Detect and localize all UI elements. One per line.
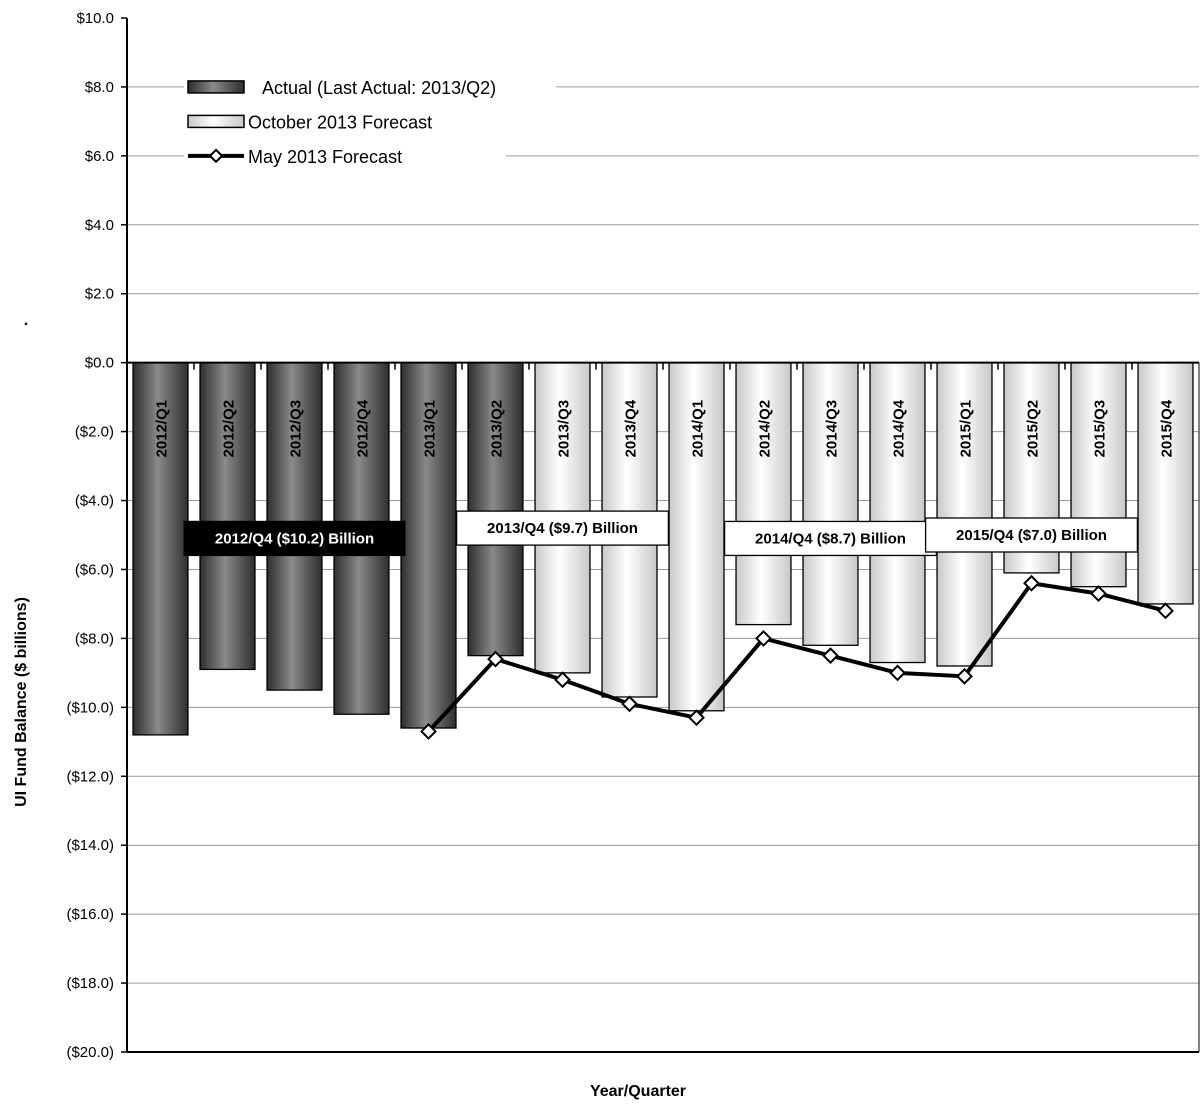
category-label: 2015/Q4 xyxy=(1159,399,1176,457)
annotation-box xyxy=(183,520,406,557)
bar xyxy=(735,362,792,626)
plot-frame xyxy=(126,18,1200,1053)
category-label: 2012/Q2 xyxy=(221,400,238,458)
may-forecast-line xyxy=(427,581,1166,733)
y-axis-title: UI Fund Balance ($ billions) xyxy=(13,597,30,807)
y-tick-label: $6.0 xyxy=(85,148,114,165)
y-tick-label: ($20.0) xyxy=(66,1044,114,1061)
stray-mark: . xyxy=(24,312,28,329)
line-point-marker xyxy=(688,709,705,727)
line-point-marker xyxy=(554,671,571,689)
bar xyxy=(869,362,926,664)
y-tick-label: ($2.0) xyxy=(75,424,114,441)
category-label: 2015/Q1 xyxy=(958,400,975,458)
bar xyxy=(668,362,725,712)
line-point-marker xyxy=(822,647,839,665)
category-label: 2015/Q3 xyxy=(1092,400,1109,458)
legend-label: October 2013 Forecast xyxy=(248,112,432,132)
y-tick-label: $4.0 xyxy=(85,217,114,234)
bar xyxy=(1070,362,1127,588)
bar xyxy=(802,362,859,646)
category-label: 2012/Q4 xyxy=(355,399,372,457)
category-label: 2013/Q4 xyxy=(623,399,640,457)
y-tick-label: ($8.0) xyxy=(75,630,114,647)
category-label: 2013/Q3 xyxy=(556,400,573,458)
y-tick-label: ($4.0) xyxy=(75,493,114,510)
bar xyxy=(1137,362,1194,605)
line-point-marker xyxy=(889,664,906,682)
line-point-marker xyxy=(1023,574,1040,592)
category-label: 2014/Q3 xyxy=(824,400,841,458)
annotation-box xyxy=(455,510,670,546)
legend-background xyxy=(184,109,506,134)
annotation-label: 2015/Q4 ($7.0) Billion xyxy=(956,527,1107,544)
legend-background xyxy=(184,74,556,99)
bar xyxy=(936,362,993,667)
line-point-marker xyxy=(420,723,437,740)
line-series xyxy=(420,574,1174,740)
category-label: 2014/Q4 xyxy=(891,399,908,457)
bar xyxy=(199,362,256,671)
y-tick-label: ($14.0) xyxy=(66,837,114,854)
line-point-marker xyxy=(1090,585,1107,603)
category-label: 2013/Q2 xyxy=(489,400,506,458)
line-point-marker xyxy=(755,629,772,647)
legend-label: Actual (Last Actual: 2013/Q2) xyxy=(262,78,496,98)
y-tick-label: ($6.0) xyxy=(75,561,114,578)
y-tick-label: $8.0 xyxy=(85,79,114,96)
annotation-box xyxy=(924,517,1139,553)
line-point-marker xyxy=(487,650,504,668)
annotation-label: 2014/Q4 ($8.7) Billion xyxy=(755,530,906,547)
y-axis: $10.0 $8.0 $6.0 $4.0 $2.0 $0.0 ($2.0) ($4.0) ($6… xyxy=(66,10,127,1061)
y-tick-label: ($12.0) xyxy=(66,768,114,785)
bar xyxy=(132,362,189,736)
annotations: 2012/Q4 ($10.2) Billion 2013/Q4 ($9.7) Bi… xyxy=(183,510,1139,557)
legend-swatch xyxy=(187,80,245,94)
line-point-marker xyxy=(956,667,973,685)
category-label: 2012/Q3 xyxy=(288,400,305,458)
y-tick-label: $2.0 xyxy=(85,286,114,303)
annotation-box xyxy=(723,520,938,557)
y-tick-label: ($18.0) xyxy=(66,975,114,992)
category-label: 2012/Q1 xyxy=(154,400,171,458)
legend-marker xyxy=(208,148,224,164)
y-tick-label: $10.0 xyxy=(76,10,114,27)
annotation-label: 2013/Q4 ($9.7) Billion xyxy=(487,520,638,537)
x-axis-title: Year/Quarter xyxy=(590,1083,686,1100)
y-tick-label: ($10.0) xyxy=(66,699,114,716)
legend-swatch xyxy=(187,114,245,129)
legend-label: May 2013 Forecast xyxy=(248,147,402,167)
category-label: 2014/Q2 xyxy=(757,400,774,458)
line-point-marker xyxy=(1157,602,1174,620)
category-label: 2013/Q1 xyxy=(422,400,439,458)
y-tick-label: $0.0 xyxy=(85,355,114,372)
line-point-marker xyxy=(621,695,638,713)
legend: Actual (Last Actual: 2013/Q2) October 201… xyxy=(184,74,556,168)
annotation-label: 2012/Q4 ($10.2) Billion xyxy=(215,530,374,547)
category-label: 2015/Q2 xyxy=(1025,400,1042,458)
y-tick-label: ($16.0) xyxy=(66,906,114,923)
category-label: 2014/Q1 xyxy=(690,400,707,458)
